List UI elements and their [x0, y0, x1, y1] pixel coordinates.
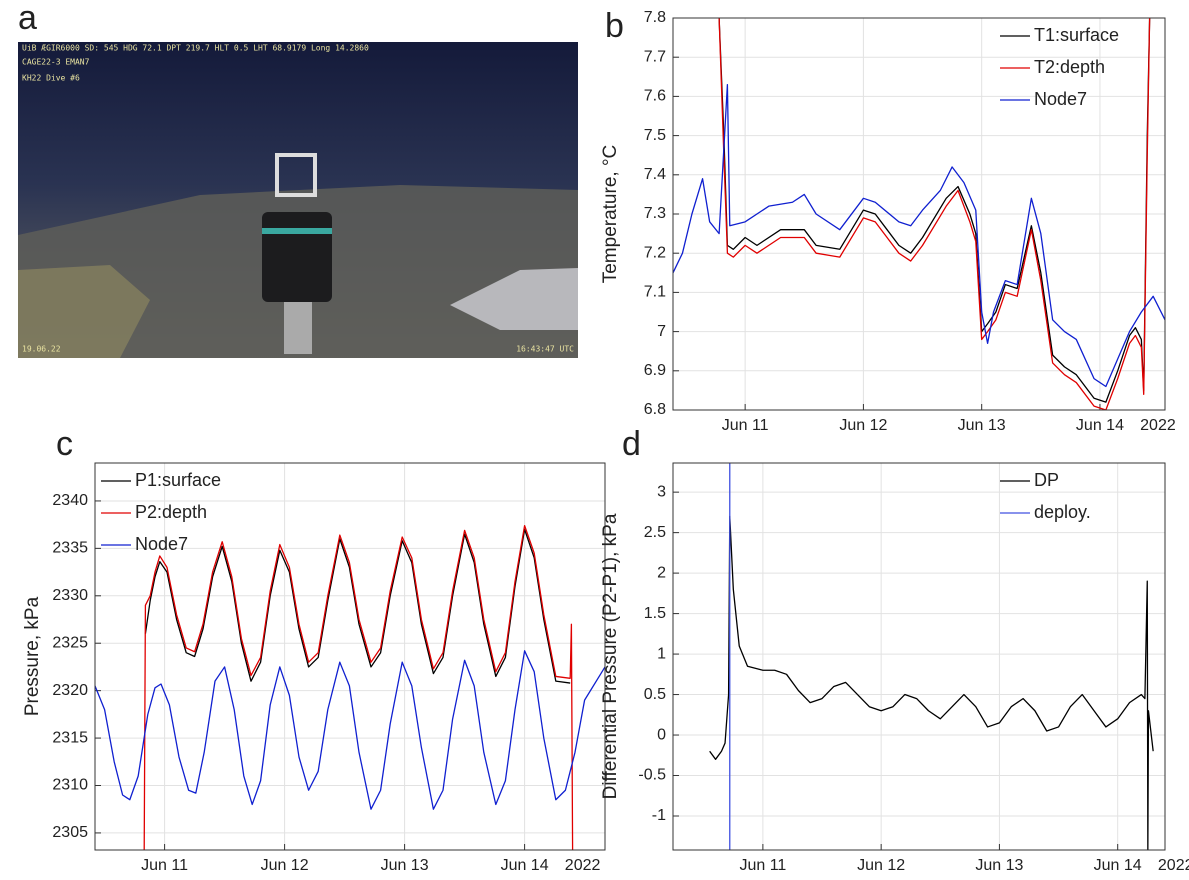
y-tick-label: 7.3: [644, 205, 666, 222]
series-line: [144, 528, 571, 684]
y-axis-label: Temperature, °C: [600, 145, 621, 284]
y-tick-label: 2.5: [644, 524, 666, 541]
y-tick-label: 7.5: [644, 127, 666, 144]
instrument-handle: [275, 153, 317, 197]
series-line: [673, 83, 1165, 388]
chart: 6.8 6.9 7 7.1 7.2 7.3 7.4 7.5 7.6 7.7 7.8 Jun 11 Jun…: [600, 9, 1176, 434]
y-tick-label: 7.6: [644, 88, 666, 105]
y-tick-label: 2325: [52, 634, 88, 651]
x-tick-label: Jun 11: [722, 417, 769, 434]
y-tick-label: -0.5: [638, 767, 666, 784]
photo-overlay: 19.06.22: [22, 345, 61, 354]
panel-label: c: [56, 425, 73, 463]
photo-panel: UiB ÆGIR6000 SD: 545 HDG 72.1 DPT 219.7 …: [18, 42, 578, 358]
legend-label: DP: [1034, 470, 1059, 490]
panel-label: a: [18, 0, 37, 37]
x-tick-label: Jun 14: [501, 857, 549, 874]
photo-overlay: UiB ÆGIR6000 SD: 545 HDG 72.1 DPT 219.7 …: [22, 44, 369, 53]
series-group: [709, 463, 1154, 850]
plot-frame: [94, 462, 606, 851]
x-tick-label: Jun 14: [1076, 417, 1124, 434]
chart: 2305 2310 2315 2320 2325 2330 2335 2340 Jun 11 Ju…: [22, 462, 606, 874]
y-tick-label: 0: [657, 726, 666, 743]
y-tick-label: 2310: [52, 777, 88, 794]
y-tick-label: 7.2: [644, 244, 666, 261]
series-line: [709, 515, 1154, 850]
x-tick-label: Jun 12: [261, 857, 309, 874]
plot-frame: [672, 462, 1166, 851]
y-tick-label: 7.7: [644, 48, 666, 65]
y-tick-label: 1.5: [644, 605, 666, 622]
x-tick-label: Jun 11: [739, 857, 786, 874]
chart: -1 -0.5 0 0.5 1 1.5 2 2.5 3 Jun 11 Jun 12 Jun 13 Jun…: [600, 462, 1189, 874]
photo-overlay: KH22 Dive #6: [22, 74, 80, 83]
x-tick-label: Jun 13: [975, 857, 1023, 874]
y-tick-label: 2315: [52, 729, 88, 746]
y-tick-label: 2320: [52, 682, 88, 699]
y-axis-label: Pressure, kPa: [22, 596, 43, 716]
y-tick-label: 3: [657, 483, 666, 500]
y-axis-label: Differential Pressure (P2-P1), kPa: [600, 513, 621, 799]
x-tick-label: Jun 13: [381, 857, 429, 874]
y-tick-label: -1: [652, 807, 666, 824]
photo-overlay: CAGE22-3 EMAN7: [22, 58, 90, 67]
y-tick-label: 6.9: [644, 362, 666, 379]
y-tick-label: 7: [657, 323, 666, 340]
instrument-body: [262, 212, 332, 302]
x-tick-label: Jun 13: [958, 417, 1006, 434]
series-line: [95, 650, 605, 810]
photo-overlay: 16:43:47 UTC: [516, 345, 574, 354]
panel-label: b: [605, 7, 624, 45]
legend-label: deploy.: [1034, 502, 1091, 522]
x-year-label: 2022: [1140, 417, 1176, 434]
plot-frame: [672, 17, 1166, 411]
legend-label: Node7: [1034, 89, 1087, 109]
x-tick-label: Jun 12: [857, 857, 905, 874]
legend-label: Node7: [135, 534, 188, 554]
legend-label: T2:depth: [1034, 57, 1105, 77]
y-tick-label: 2305: [52, 824, 88, 841]
panel-label: d: [622, 425, 641, 463]
plot-area: [673, 463, 1165, 850]
instrument-sensor: [284, 302, 312, 354]
y-tick-label: 2340: [52, 492, 88, 509]
y-tick-label: 7.1: [644, 284, 666, 301]
robot-arm: [450, 268, 578, 330]
legend-label: T1:surface: [1034, 25, 1119, 45]
x-tick-label: Jun 12: [839, 417, 887, 434]
series-group: [95, 524, 605, 850]
y-tick-label: 6.8: [644, 401, 666, 418]
y-tick-label: 2: [657, 564, 666, 581]
y-tick-label: 2330: [52, 587, 88, 604]
y-tick-label: 1: [657, 645, 666, 662]
y-tick-label: 2335: [52, 540, 88, 557]
y-tick-label: 7.4: [644, 166, 666, 183]
y-tick-label: 0.5: [644, 686, 666, 703]
legend-label: P2:depth: [135, 502, 207, 522]
x-year-label: 2022: [1158, 857, 1189, 874]
instrument-band: [262, 228, 332, 234]
series-line: [718, 18, 1151, 410]
rock: [18, 265, 150, 358]
legend-label: P1:surface: [135, 470, 221, 490]
x-year-label: 2022: [565, 857, 601, 874]
y-tick-label: 7.8: [644, 9, 666, 26]
x-tick-label: Jun 14: [1094, 857, 1142, 874]
series-group: [673, 18, 1165, 410]
series-line: [143, 524, 574, 850]
series-line: [718, 18, 1151, 403]
x-tick-label: Jun 11: [141, 857, 188, 874]
